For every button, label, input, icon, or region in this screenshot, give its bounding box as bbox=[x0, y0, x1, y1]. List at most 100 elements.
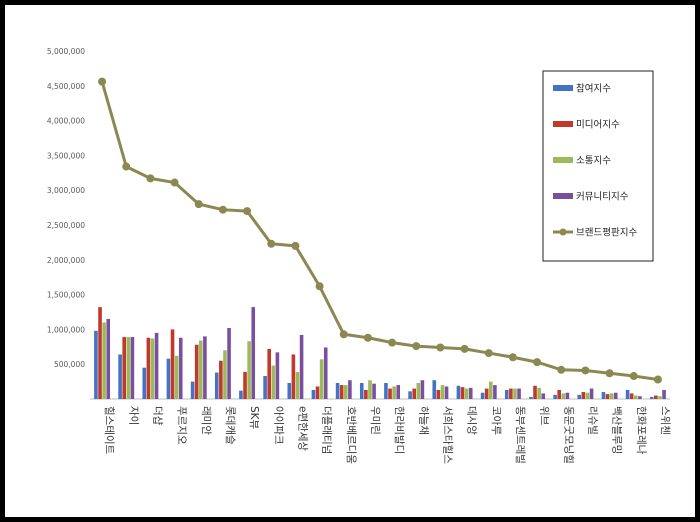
bar-커뮤니티지수-푸르지오 bbox=[178, 337, 183, 399]
bar-미디어지수-아이파크 bbox=[267, 348, 271, 399]
bar-커뮤니티지수-동문굿모닝힐 bbox=[565, 392, 570, 399]
bar-참여지수-스위첸 bbox=[649, 396, 654, 399]
point-코아루 bbox=[484, 349, 493, 358]
bar-미디어지수-우미린 bbox=[364, 389, 368, 399]
bar-참여지수-코아루 bbox=[480, 392, 485, 399]
point-아이파크 bbox=[267, 239, 276, 248]
bar-소통지수-동문굿모닝힐 bbox=[561, 393, 566, 399]
bar-참여지수-더플래티넘 bbox=[311, 389, 316, 399]
legend-label-브랜드평판지수: 브랜드평판지수 bbox=[576, 228, 637, 239]
legend-label-참여지수: 참여지수 bbox=[576, 83, 611, 95]
bar-커뮤니티지수-더플래티넘 bbox=[323, 347, 328, 399]
bar-미디어지수-래미안 bbox=[194, 344, 199, 399]
y-tick-label: 2,500,000 bbox=[47, 221, 85, 230]
point-위브 bbox=[533, 358, 542, 367]
bar-소통지수-리슈빌 bbox=[585, 392, 590, 399]
bar-미디어지수-힐스테이트 bbox=[98, 307, 102, 399]
bar-미디어지수-코아루 bbox=[484, 388, 489, 399]
bar-참여지수-더샵 bbox=[142, 367, 147, 399]
bar-커뮤니티지수-하늘채 bbox=[420, 380, 425, 399]
x-label-리슈빌: 리슈빌 bbox=[586, 406, 598, 435]
bar-커뮤니티지수-코아루 bbox=[493, 385, 497, 399]
bar-커뮤니티지수-우미린 bbox=[372, 383, 376, 399]
x-label-한화포레나: 한화포레나 bbox=[635, 406, 647, 455]
point-하늘채 bbox=[412, 342, 421, 351]
legend-marker-브랜드평판지수 bbox=[559, 228, 567, 236]
bar-커뮤니티지수-한화포레나 bbox=[638, 396, 642, 399]
bar-커뮤니티지수-e편한세상 bbox=[299, 334, 304, 399]
bar-미디어지수-더플래티넘 bbox=[315, 386, 320, 399]
bar-미디어지수-SK뷰 bbox=[243, 371, 247, 399]
x-label-데시앙: 데시앙 bbox=[466, 406, 478, 435]
legend-label-미디어지수: 미디어지수 bbox=[576, 120, 620, 131]
bar-참여지수-위브 bbox=[529, 396, 533, 399]
bar-참여지수-호반베르디움 bbox=[335, 382, 340, 399]
x-label-더샵: 더샵 bbox=[151, 406, 163, 426]
x-label-백산블루밍: 백산블루밍 bbox=[611, 406, 623, 454]
bar-소통지수-더플래티넘 bbox=[319, 359, 324, 399]
bar-미디어지수-데시앙 bbox=[460, 387, 465, 399]
bar-커뮤니티지수-서희스타힐스 bbox=[444, 386, 449, 399]
legend-label-커뮤니티지수: 커뮤니티지수 bbox=[576, 192, 629, 203]
point-호반베르디움 bbox=[339, 330, 348, 339]
bar-소통지수-서희스타힐스 bbox=[440, 385, 445, 399]
bar-소통지수-동부센트레빌 bbox=[513, 388, 517, 399]
bar-소통지수-우미린 bbox=[368, 380, 372, 399]
bar-커뮤니티지수-위브 bbox=[541, 393, 546, 399]
bar-참여지수-한화포레나 bbox=[625, 389, 630, 399]
brand-reputation-chart: 5,000,000 4,500,000 4,000,000 3,500,000 3,00… bbox=[47, 47, 672, 464]
bar-참여지수-SK뷰 bbox=[239, 390, 243, 399]
bar-미디어지수-스위첸 bbox=[654, 395, 658, 399]
bar-소통지수-푸르지오 bbox=[174, 355, 179, 399]
bar-참여지수-백산블루밍 bbox=[601, 392, 606, 399]
bar-참여지수-서희스타힐스 bbox=[432, 380, 437, 399]
bar-커뮤니티지수-동부센트레빌 bbox=[517, 388, 521, 399]
bar-참여지수-롯데캐슬 bbox=[214, 372, 219, 399]
x-label-더플래티넘: 더플래티넘 bbox=[321, 406, 333, 454]
x-label-서희스타힐스: 서희스타힐스 bbox=[441, 406, 454, 464]
point-힐스테이트 bbox=[98, 77, 107, 86]
bar-소통지수-더샵 bbox=[150, 338, 155, 399]
bar-참여지수-한라비발디 bbox=[384, 382, 388, 399]
bar-커뮤니티지수-롯데캐슬 bbox=[227, 328, 231, 399]
bar-커뮤니티지수-SK뷰 bbox=[251, 307, 256, 399]
y-axis: 5,000,000 4,500,000 4,000,000 3,500,000 3,00… bbox=[47, 47, 85, 369]
bar-미디어지수-e편한세상 bbox=[291, 354, 296, 399]
point-서희스타힐스 bbox=[436, 343, 445, 352]
x-label-푸르지오: 푸르지오 bbox=[176, 406, 188, 445]
bar-참여지수-아이파크 bbox=[263, 376, 267, 399]
point-우미린 bbox=[363, 333, 372, 342]
bar-커뮤니티지수-리슈빌 bbox=[589, 388, 594, 399]
bar-커뮤니티지수-자이 bbox=[130, 337, 135, 399]
x-label-자이: 자이 bbox=[127, 406, 139, 425]
bar-소통지수-코아루 bbox=[489, 381, 493, 399]
bar-미디어지수-백산블루밍 bbox=[605, 394, 610, 399]
point-더플래티넘 bbox=[315, 282, 324, 291]
y-tick-label: 3,000,000 bbox=[47, 186, 85, 195]
bar-미디어지수-자이 bbox=[122, 337, 126, 399]
point-동부센트레빌 bbox=[508, 353, 517, 362]
bar-소통지수-힐스테이트 bbox=[102, 322, 106, 399]
bar-커뮤니티지수-데시앙 bbox=[468, 387, 473, 399]
point-e편한세상 bbox=[291, 241, 300, 250]
bar-미디어지수-위브 bbox=[533, 385, 537, 399]
bar-참여지수-하늘채 bbox=[408, 391, 412, 399]
legend-swatch-소통지수 bbox=[553, 157, 573, 163]
bar-소통지수-e편한세상 bbox=[295, 371, 300, 399]
x-label-동부센트레빌: 동부센트레빌 bbox=[514, 406, 526, 464]
y-tick-label: 500,000 bbox=[54, 360, 85, 369]
bar-미디어지수-한라비발디 bbox=[388, 388, 392, 399]
bar-커뮤니티지수-더샵 bbox=[154, 332, 159, 399]
x-label-동문굿모닝힐: 동문굿모닝힐 bbox=[562, 406, 575, 464]
x-label-호반베르디움: 호반베르디움 bbox=[345, 406, 357, 464]
x-label-하늘채: 하늘채 bbox=[417, 406, 430, 435]
bar-소통지수-호반베르디움 bbox=[344, 385, 348, 399]
bar-미디어지수-리슈빌 bbox=[581, 392, 586, 399]
bar-소통지수-아이파크 bbox=[271, 365, 276, 399]
x-label-스위첸: 스위첸 bbox=[659, 406, 672, 435]
point-한화포레나 bbox=[629, 372, 638, 381]
bar-series bbox=[94, 307, 666, 399]
bar-미디어지수-동부센트레빌 bbox=[509, 388, 513, 399]
x-label-아이파크: 아이파크 bbox=[272, 406, 284, 445]
